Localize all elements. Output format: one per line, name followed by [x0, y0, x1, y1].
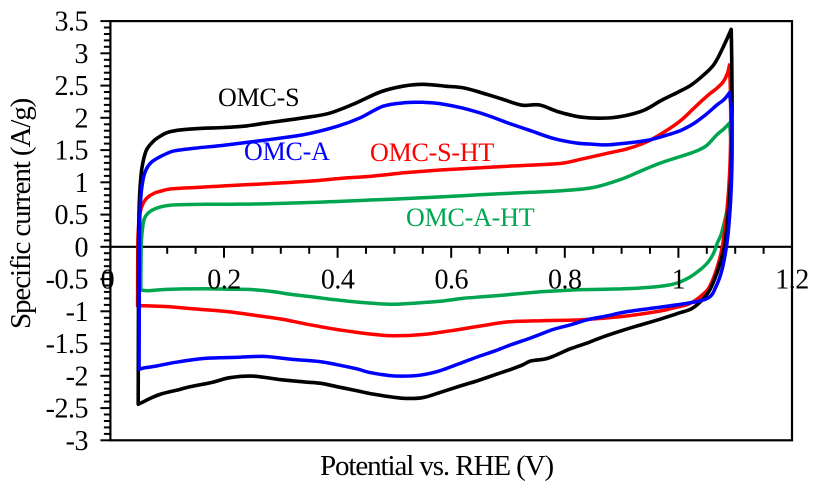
svg-text:-2: -2 — [66, 361, 88, 392]
svg-text:Potential vs. RHE (V): Potential vs. RHE (V) — [320, 450, 553, 482]
svg-text:0.5: 0.5 — [55, 200, 89, 231]
svg-text:3.5: 3.5 — [55, 7, 89, 38]
svg-text:0.2: 0.2 — [207, 265, 241, 296]
svg-text:Specific current (A/g): Specific current (A/g) — [5, 98, 37, 329]
svg-text:-2.5: -2.5 — [46, 394, 88, 425]
svg-text:2.5: 2.5 — [55, 71, 89, 102]
svg-text:0.4: 0.4 — [321, 265, 355, 296]
svg-text:-3: -3 — [66, 426, 88, 457]
svg-text:-1: -1 — [66, 297, 88, 328]
svg-text:0.6: 0.6 — [434, 265, 468, 296]
svg-text:3: 3 — [75, 39, 89, 70]
svg-text:1.5: 1.5 — [55, 136, 89, 167]
svg-text:OMC-A-HT: OMC-A-HT — [406, 203, 535, 232]
svg-text:-1.5: -1.5 — [46, 329, 88, 360]
svg-text:-0.5: -0.5 — [46, 265, 88, 296]
svg-text:0: 0 — [101, 265, 115, 296]
svg-text:OMC-S: OMC-S — [218, 83, 299, 112]
svg-text:1: 1 — [75, 168, 89, 199]
svg-text:1: 1 — [672, 265, 686, 296]
svg-text:0.8: 0.8 — [548, 265, 582, 296]
svg-text:OMC-A: OMC-A — [244, 137, 330, 166]
svg-text:OMC-S-HT: OMC-S-HT — [370, 138, 494, 167]
svg-text:2: 2 — [75, 103, 89, 134]
svg-text:1.2: 1.2 — [775, 265, 809, 296]
svg-text:0: 0 — [75, 232, 89, 263]
